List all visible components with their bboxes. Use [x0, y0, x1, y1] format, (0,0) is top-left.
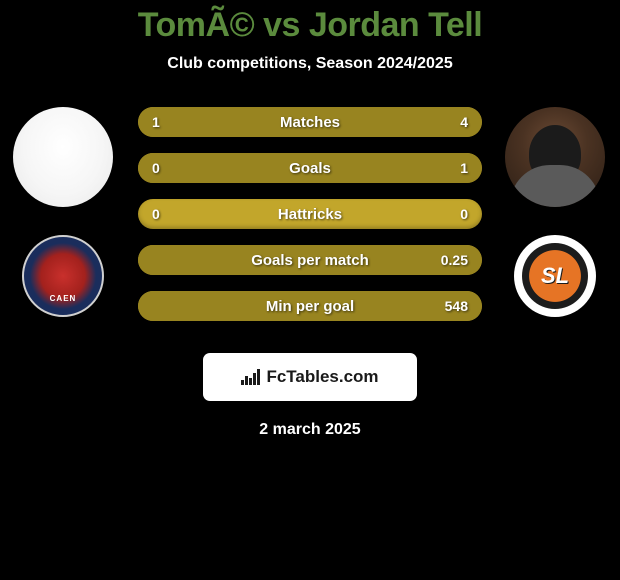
bar-value-left: 0	[152, 199, 160, 229]
bar-value-left: 0	[152, 153, 160, 183]
bar-label: Min per goal	[138, 291, 482, 321]
left-club-badge	[22, 235, 104, 317]
bar-value-left: 1	[152, 107, 160, 137]
stat-row: Hattricks0 0	[138, 199, 482, 229]
stat-row: Min per goal548	[138, 291, 482, 321]
page-title: TomÃ© vs Jordan Tell	[0, 6, 620, 45]
bar-label: Matches	[138, 107, 482, 137]
stat-row: Matches1 4	[138, 107, 482, 137]
brand-box: FcTables.com	[203, 353, 417, 401]
bar-value-right: 4	[460, 107, 468, 137]
brand-text: FcTables.com	[266, 367, 378, 387]
stat-row: Goals0 1	[138, 153, 482, 183]
right-club-badge	[514, 235, 596, 317]
comparison-infographic: TomÃ© vs Jordan Tell Club competitions, …	[0, 0, 620, 580]
bar-value-right: 0.25	[441, 245, 468, 275]
right-player-column	[500, 107, 610, 317]
bar-label: Goals	[138, 153, 482, 183]
stat-bars: Matches14Goals01Hattricks00Goals per mat…	[138, 107, 482, 337]
main-area: Matches14Goals01Hattricks00Goals per mat…	[0, 107, 620, 347]
right-player-avatar	[505, 107, 605, 207]
subtitle: Club competitions, Season 2024/2025	[0, 55, 620, 73]
bar-value-right: 0	[460, 199, 468, 229]
stat-row: Goals per match0.25	[138, 245, 482, 275]
bar-label: Goals per match	[138, 245, 482, 275]
bar-value-right: 1	[460, 153, 468, 183]
bar-value-right: 548	[445, 291, 468, 321]
left-player-column	[8, 107, 118, 317]
chart-icon	[241, 369, 261, 385]
date-label: 2 march 2025	[0, 421, 620, 439]
bar-label: Hattricks	[138, 199, 482, 229]
left-player-avatar	[13, 107, 113, 207]
